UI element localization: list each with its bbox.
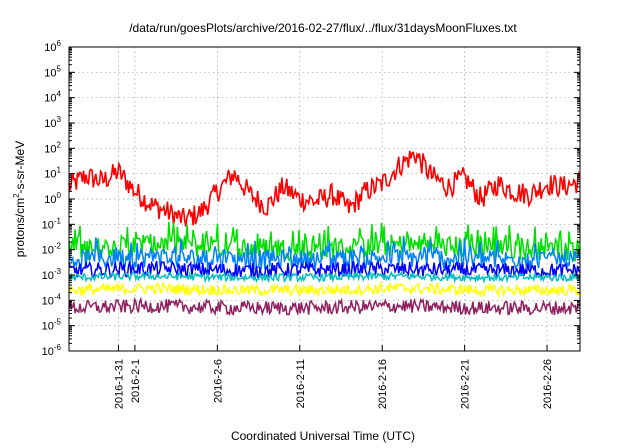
y-tick-base: 10 [44,42,56,54]
x-tick-label: 2016-2-21 [460,359,472,409]
y-tick-label: 10-3 [42,267,62,282]
y-tick-exponent: 2 [57,140,62,149]
y-tick-exponent: 1 [57,166,62,175]
y-tick-exponent: -6 [54,343,62,352]
y-tick-exponent: -4 [54,292,62,301]
y-tick-base: 10 [42,245,54,257]
y-tick-base: 10 [42,219,54,231]
x-tick-labels: 2016-1-31 2016-2-1 2016-2-6 2016-2-11 2016-2… [113,345,554,409]
y-tick-base: 10 [44,169,56,181]
y-axis-label-sup: 2 [12,193,21,198]
y-tick-exponent: -3 [54,267,62,276]
y-tick-base: 10 [42,270,54,282]
x-tick-label: 2016-2-11 [295,359,307,408]
y-tick-exponent: 0 [57,191,62,200]
y-tick-label: 10-6 [42,343,62,358]
y-tick-base: 10 [44,143,56,155]
y-axis-label-prefix: protons/cm [13,198,27,257]
x-tick-label: 2016-2-6 [212,359,224,403]
y-tick-base: 10 [44,194,56,206]
y-tick-label: 103 [44,115,61,130]
y-tick-label: 10-2 [42,242,62,257]
y-tick-base: 10 [42,295,54,307]
x-axis-label: Coordinated Universal Time (UTC) [231,429,415,443]
y-tick-label: 100 [44,191,61,206]
y-tick-exponent: 6 [57,39,62,48]
y-tick-exponent: -2 [54,242,62,251]
y-tick-exponent: -5 [54,318,62,327]
y-tick-label: 10-1 [42,216,62,231]
y-axis-label-suffix: -s-sr-MeV [13,141,27,194]
y-tick-exponent: 3 [57,115,62,124]
y-tick-exponent: -1 [54,216,62,225]
y-tick-base: 10 [44,67,56,79]
y-tick-label: 10-4 [42,292,62,307]
y-tick-exponent: 5 [57,64,62,73]
series-lines [68,150,581,317]
x-tick-label: 2016-1-31 [113,359,125,409]
y-tick-label: 101 [44,166,61,181]
chart-title: /data/run/goesPlots/archive/2016-02-27/f… [129,21,517,35]
y-tick-label: 105 [44,64,61,79]
y-tick-base: 10 [44,93,56,105]
y-tick-label: 10-5 [42,318,62,333]
y-tick-label: 104 [44,90,61,105]
series-line-7 [68,296,581,317]
x-tick-label: 2016-2-1 [130,359,142,403]
y-tick-base: 10 [42,321,54,333]
x-tick-label: 2016-2-26 [542,359,554,409]
x-tick-label: 2016-2-16 [377,359,389,409]
y-tick-base: 10 [44,118,56,130]
y-tick-exponent: 4 [57,90,62,99]
y-tick-base: 10 [42,346,54,358]
series-line-3 [68,237,581,271]
series-line-6 [68,280,581,299]
series-line-4 [68,260,581,280]
series-line-5 [68,270,581,284]
y-tick-label: 102 [44,140,61,155]
y-axis-label: protons/cm2-s-sr-MeV [12,141,27,257]
series-line-1 [68,150,581,227]
y-tick-label: 106 [44,39,61,54]
y-tick-labels: 10-610-510-410-310-210-11001011021031041… [42,39,580,358]
